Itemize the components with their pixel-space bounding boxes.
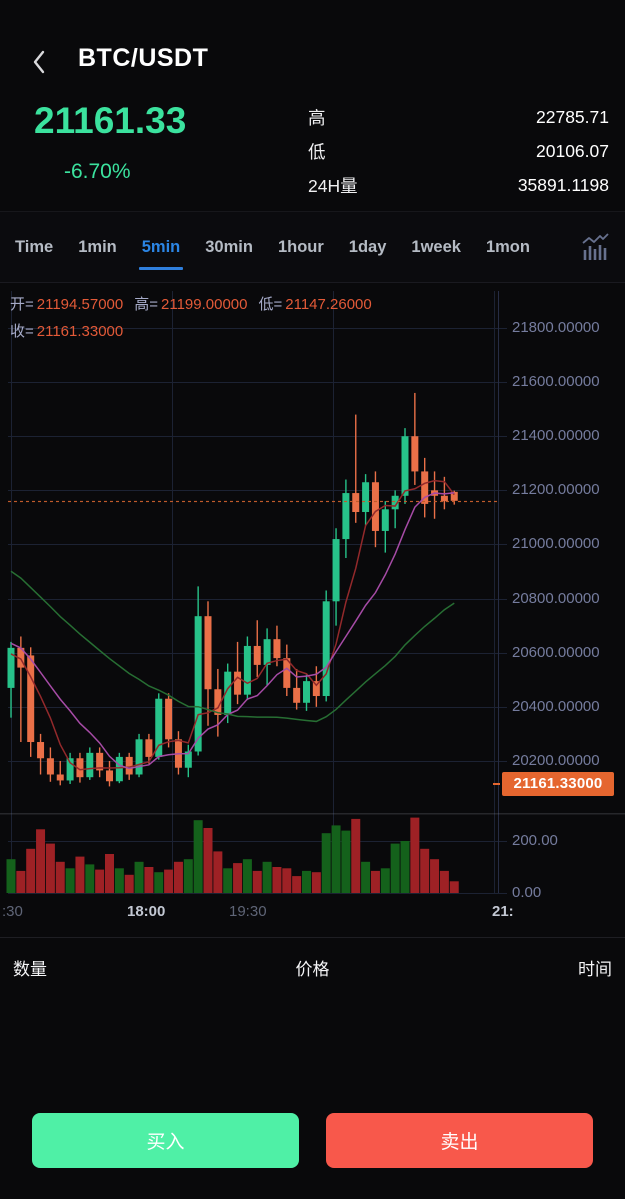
interval-tabbar: Time 1min 5min 30min 1hour 1day 1week 1mon [0,211,625,283]
tab-1min[interactable]: 1min [78,237,117,256]
y-axis-label: 20800.00000 [512,589,600,607]
open-value: 21194.57000 [36,296,124,313]
trade-actions: 买入 卖出 [0,1113,625,1168]
time-axis-label: 18:00 [127,903,166,920]
ohlc-readout-line1: 开= 21194.57000 高= 21199.00000 低= 21147.26000 [10,293,383,314]
time-axis-label: :30 [2,903,23,920]
buy-button[interactable]: 买入 [32,1113,299,1168]
open-label: 开= [10,296,34,313]
volume-axis-label: 200.00 [512,832,558,849]
tab-5min[interactable]: 5min [141,237,181,256]
stat-row-low: 低 20106.07 [308,134,609,168]
sell-button[interactable]: 卖出 [326,1113,593,1168]
price-change-percent: -6.70% [64,160,131,183]
stat-value-high: 22785.71 [536,106,609,127]
tab-1day[interactable]: 1day [348,237,387,256]
close-label: 收= [10,323,34,340]
y-axis-label: 20200.00000 [512,751,600,769]
page-title: BTC/USDT [78,44,209,72]
col-amount: 数量 [13,960,47,979]
time-axis-label: 19:30 [229,903,267,920]
tab-30min[interactable]: 30min [205,237,253,256]
indicator-button[interactable] [578,233,610,261]
stat-value-volume: 35891.1198 [517,174,609,195]
chevron-left-icon [33,50,45,74]
y-axis-label: 21400.00000 [512,427,600,445]
ohlc-readout-line2: 收= 21161.33000 [10,320,134,341]
y-axis-label: 21600.00000 [512,373,600,391]
ticker-stats: 高 22785.71 低 20106.07 24H量 35891.1198 [308,100,609,202]
stat-row-high: 高 22785.71 [308,100,609,134]
last-price: 21161.33 [34,100,187,141]
tab-time[interactable]: Time [15,237,54,256]
y-axis-label: 21200.00000 [512,481,600,499]
y-axis-label: 21800.00000 [512,319,600,336]
close-value: 21161.33000 [36,323,124,340]
y-axis-label: 21000.00000 [512,535,600,553]
stat-label-low: 低 [308,141,326,162]
time-axis-label: 21: [492,903,514,920]
stat-value-low: 20106.07 [536,140,609,161]
low-value: 21147.26000 [285,296,372,313]
back-button[interactable] [24,46,54,78]
tab-1mon[interactable]: 1mon [485,237,530,256]
chart-bars-icon [582,233,609,260]
chart-area: 开= 21194.57000 高= 21199.00000 低= 21147.26000 … [0,283,625,901]
y-axis-label: 20600.00000 [512,643,600,661]
volume-axis-label: 0.00 [512,884,542,901]
low-label: 低= [258,296,283,313]
stat-label-volume: 24H量 [308,175,358,196]
col-time: 时间 [578,960,612,979]
price-tag-dash [493,782,500,785]
current-price-tag: 21161.33000 [502,771,614,796]
orderbook-header: 数量 价格 时间 [0,937,625,980]
header: BTC/USDT 21161.33 -6.70% 高 22785.71 低 20… [0,0,625,211]
y-axis-label: 20400.00000 [512,697,600,715]
high-value: 21199.00000 [161,296,248,313]
stat-row-volume: 24H量 35891.1198 [308,168,609,202]
time-axis: :30 18:00 19:30 21: [0,895,625,929]
col-price: 价格 [295,960,330,979]
high-label: 高= [134,296,159,313]
stat-label-high: 高 [308,107,326,128]
tab-1hour[interactable]: 1hour [277,237,324,256]
tab-1week[interactable]: 1week [411,237,461,256]
